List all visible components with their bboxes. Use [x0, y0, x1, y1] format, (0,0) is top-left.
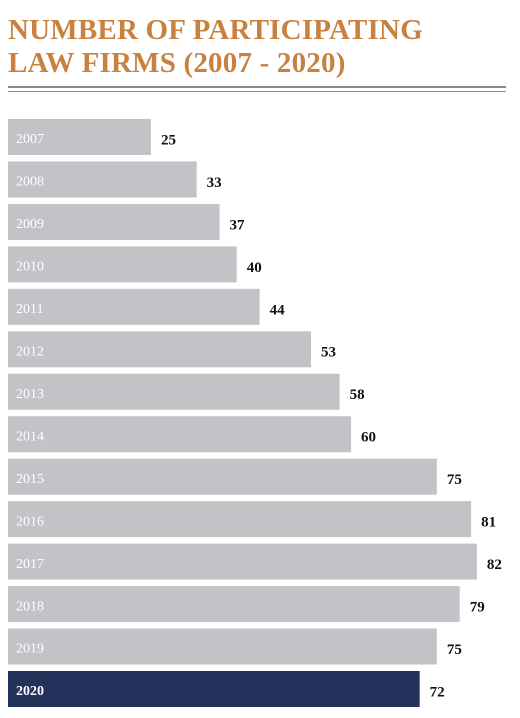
value-label: 75	[447, 472, 462, 488]
bar	[8, 586, 460, 623]
bar	[8, 416, 352, 453]
category-label: 2009	[16, 217, 44, 232]
value-label: 72	[430, 684, 445, 700]
category-label: 2011	[16, 302, 43, 317]
category-label: 2019	[16, 642, 44, 657]
category-label: 2017	[16, 557, 44, 572]
category-label: 2018	[16, 599, 44, 614]
category-label: 2007	[16, 132, 44, 147]
value-label: 58	[350, 387, 365, 403]
value-label: 33	[207, 175, 222, 191]
bar	[8, 670, 420, 707]
bar	[8, 501, 472, 538]
value-label: 25	[161, 132, 176, 148]
value-label: 37	[230, 217, 246, 233]
value-label: 75	[447, 642, 462, 658]
value-label: 53	[321, 345, 336, 361]
bar	[8, 543, 477, 580]
bar	[8, 458, 437, 495]
bar	[8, 203, 220, 240]
value-label: 82	[487, 557, 502, 573]
category-label: 2013	[16, 387, 44, 402]
chart-title: NUMBER OF PARTICIPATING LAW FIRMS (2007 …	[8, 14, 423, 79]
value-label: 79	[470, 599, 485, 615]
category-label: 2020	[16, 684, 44, 699]
bar	[8, 119, 151, 155]
category-label: 2015	[16, 472, 44, 487]
category-label: 2014	[16, 429, 44, 444]
value-label: 81	[481, 515, 496, 531]
bar	[8, 246, 237, 283]
value-label: 44	[270, 302, 286, 318]
bar	[8, 331, 312, 368]
bar	[8, 288, 260, 325]
value-label: 40	[247, 260, 262, 276]
bar	[8, 161, 197, 198]
category-label: 2012	[16, 345, 44, 360]
bar	[8, 373, 340, 410]
value-label: 60	[361, 430, 376, 446]
category-label: 2010	[16, 260, 44, 275]
category-label: 2016	[16, 514, 44, 529]
bar	[8, 628, 437, 665]
category-label: 2008	[16, 175, 44, 190]
